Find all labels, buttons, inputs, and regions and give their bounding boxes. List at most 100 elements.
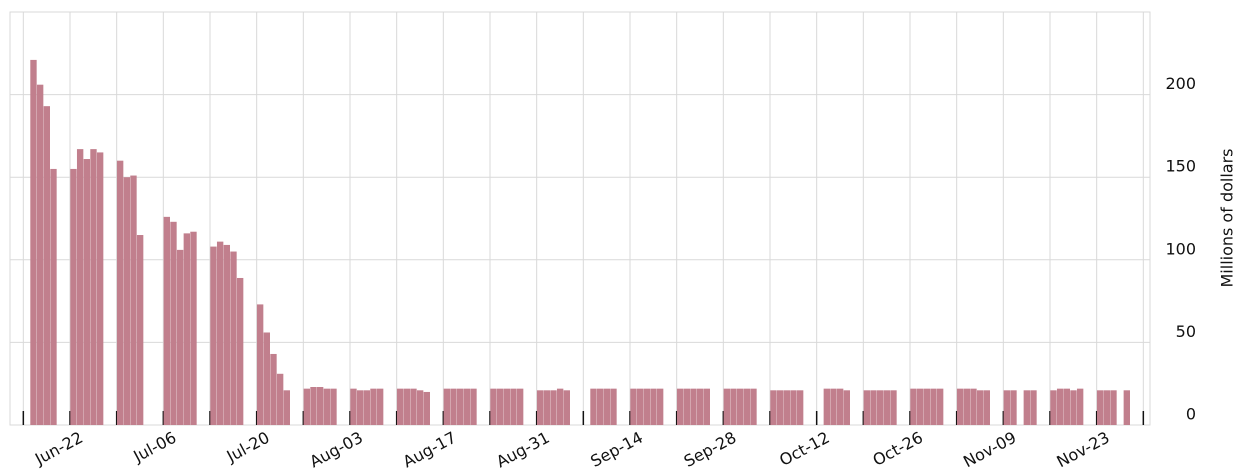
bar — [676, 388, 684, 425]
bar — [1070, 390, 1077, 425]
bar — [1050, 390, 1057, 425]
bar — [423, 391, 430, 425]
bar — [283, 390, 290, 425]
bar — [43, 106, 50, 425]
bar — [590, 388, 597, 425]
bar — [636, 388, 644, 425]
x-tick-label: Jun-22 — [31, 428, 86, 469]
bar — [256, 304, 264, 425]
bar — [696, 388, 704, 425]
bar — [263, 332, 270, 425]
bar — [890, 390, 897, 425]
bar — [170, 221, 177, 425]
bar — [443, 388, 450, 425]
bar — [1110, 390, 1117, 425]
bar — [510, 388, 517, 425]
bar — [883, 390, 890, 425]
bar — [190, 231, 197, 425]
bar — [723, 388, 730, 425]
bar — [790, 390, 797, 425]
bar — [176, 249, 184, 425]
bar — [76, 149, 84, 425]
bar — [750, 388, 757, 425]
bar — [270, 353, 277, 425]
bar — [330, 388, 337, 425]
bar — [396, 388, 404, 425]
bar — [450, 388, 457, 425]
bar — [876, 390, 884, 425]
bar — [30, 59, 37, 426]
bar — [643, 388, 650, 425]
bar — [743, 388, 750, 425]
bar — [276, 373, 284, 425]
bar — [630, 388, 637, 425]
bar — [303, 388, 310, 425]
bar — [703, 388, 710, 425]
bar — [83, 159, 90, 425]
x-tick-label: Jul-20 — [223, 428, 273, 467]
bar — [356, 390, 364, 425]
x-tick-label: Aug-17 — [400, 428, 460, 472]
bar — [503, 388, 510, 425]
bar — [770, 390, 777, 425]
y-tick-label: 0 — [1186, 405, 1196, 424]
bar — [823, 388, 830, 425]
bar — [536, 390, 544, 425]
bar — [843, 390, 850, 425]
bar — [1010, 390, 1017, 425]
bar — [223, 244, 230, 425]
bar — [923, 388, 930, 425]
bar — [1030, 390, 1037, 425]
bar — [916, 388, 924, 425]
bar — [370, 388, 377, 425]
bar — [543, 390, 550, 425]
x-tick-label: Nov-09 — [960, 428, 1019, 472]
x-tick-label: Nov-23 — [1053, 428, 1112, 472]
bar — [96, 152, 104, 426]
bar — [690, 388, 697, 425]
bar — [556, 388, 564, 425]
bar — [496, 388, 504, 425]
y-tick-label: 200 — [1165, 74, 1196, 93]
bar — [350, 388, 357, 425]
bar — [470, 388, 477, 425]
bar — [863, 390, 870, 425]
bar — [310, 387, 317, 425]
x-tick-label: Oct-12 — [776, 428, 832, 470]
bar — [936, 388, 944, 425]
bar — [1023, 390, 1030, 425]
bar — [683, 388, 690, 425]
bar — [1123, 390, 1130, 425]
bar — [116, 160, 124, 425]
bar — [930, 388, 937, 425]
bar — [550, 390, 557, 425]
bar — [490, 388, 497, 425]
bar — [1076, 388, 1084, 425]
bar — [776, 390, 784, 425]
bar — [983, 390, 990, 425]
bar — [836, 388, 844, 425]
bar — [323, 388, 330, 425]
bar — [403, 388, 410, 425]
bar — [136, 235, 144, 425]
bar — [910, 388, 917, 425]
bar — [316, 387, 324, 425]
bar — [130, 175, 137, 425]
bar — [596, 388, 604, 425]
bar — [36, 84, 44, 426]
bar — [90, 149, 97, 425]
bar — [183, 233, 190, 425]
bar — [210, 246, 217, 425]
bar — [70, 168, 77, 425]
bar — [956, 388, 964, 425]
x-tick-label: Sep-28 — [681, 428, 740, 471]
x-tick-label: Aug-31 — [493, 428, 553, 472]
y-tick-label: 100 — [1165, 239, 1196, 258]
bar — [796, 390, 804, 425]
y-tick-label: 150 — [1165, 157, 1196, 176]
bar — [216, 241, 224, 425]
y-tick-label: 50 — [1176, 322, 1196, 341]
bar — [610, 388, 617, 425]
bar — [870, 390, 877, 425]
